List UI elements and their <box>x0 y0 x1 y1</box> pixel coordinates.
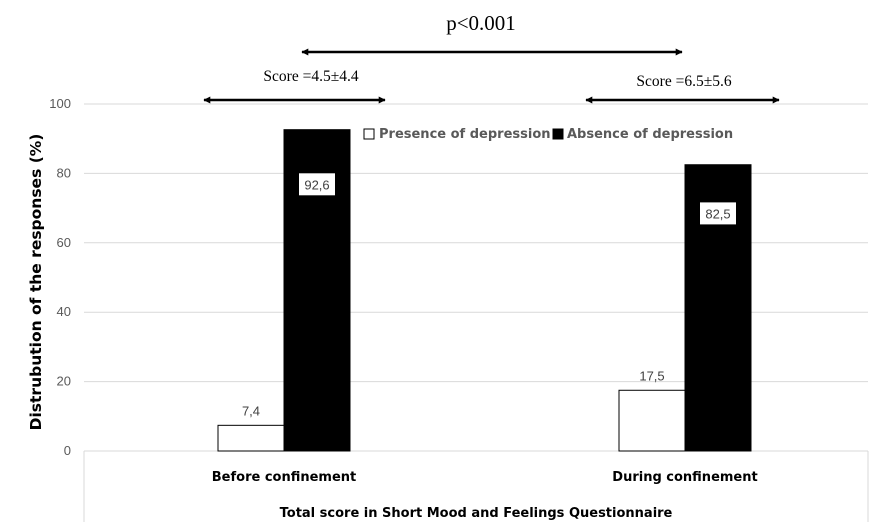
score-before-label: Score =4.5±4.4 <box>263 68 358 85</box>
y-tick-label: 0 <box>64 443 71 458</box>
y-tick-labels: 0 20 40 60 80 100 <box>49 96 71 458</box>
y-tick-label: 40 <box>57 304 71 319</box>
data-label: 7,4 <box>242 403 260 418</box>
bar-presence-before <box>217 424 285 452</box>
bars <box>217 129 752 452</box>
data-label: 82,5 <box>705 206 730 221</box>
category-label: During confinement <box>612 470 757 485</box>
significance-label: p<0.001 <box>446 11 516 35</box>
data-label-box <box>299 173 335 196</box>
x-axis-title: Total score in Short Mood and Feelings Q… <box>280 506 673 521</box>
score-during-label: Score =6.5±5.6 <box>636 73 731 90</box>
legend-label-presence: Presence of depression <box>379 127 551 142</box>
y-tick-label: 80 <box>57 165 71 180</box>
category-label: Before confinement <box>212 470 357 485</box>
category-labels: Before confinement During confinement <box>212 470 758 485</box>
y-tick-label: 60 <box>57 235 71 250</box>
legend: Presence of depression Absence of depres… <box>363 127 733 142</box>
data-label: 17,5 <box>639 368 664 383</box>
y-axis-title: Distrubution of the responses (%) <box>27 134 45 431</box>
legend-swatch-absence <box>552 128 564 140</box>
y-tick-label: 20 <box>57 374 71 389</box>
data-labels: 7,4 92,6 17,5 82,5 <box>242 173 736 418</box>
data-label: 92,6 <box>304 177 329 192</box>
y-tick-label: 100 <box>49 96 71 111</box>
bar-presence-during <box>618 389 686 452</box>
data-label-box <box>700 202 736 225</box>
legend-swatch-presence <box>363 128 375 140</box>
legend-label-absence: Absence of depression <box>567 127 733 142</box>
